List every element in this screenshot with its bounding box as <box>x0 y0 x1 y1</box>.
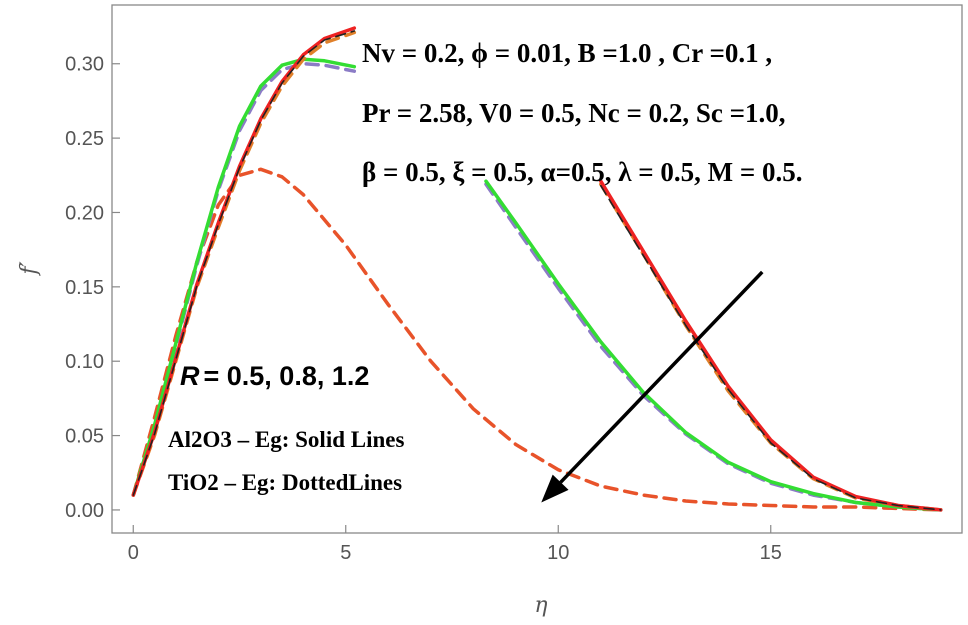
y-axis-label: f′ <box>17 261 42 276</box>
annotation-line-2: Pr = 2.58, V0 = 0.5, Nc = 0.2, Sc =1.0, <box>362 98 786 128</box>
legend-dotted: TiO2 – Eg: DottedLines <box>168 470 402 495</box>
y-tick-label: 0.00 <box>65 500 104 522</box>
y-tick-label: 0.25 <box>65 128 104 150</box>
x-tick-label: 0 <box>128 542 139 564</box>
series-line <box>132 30 942 511</box>
direction-arrow <box>541 270 764 503</box>
x-tick-label: 10 <box>547 542 569 564</box>
r-values: = 0.5, 0.8, 1.2 <box>204 361 370 391</box>
x-tick-label: 15 <box>760 542 782 564</box>
series-line <box>131 167 943 512</box>
x-axis-label: η <box>534 593 547 618</box>
annotation-line-1: Nv = 0.2, ϕ = 0.01, B =1.0 , Cr =0.1 , <box>362 38 772 68</box>
y-tick-label: 0.30 <box>65 54 104 76</box>
arrow-shaft <box>559 270 764 484</box>
legend-solid: Al2O3 – Eg: Solid Lines <box>168 427 404 452</box>
r-symbol: R <box>180 361 200 391</box>
annotation-line-3: β = 0.5, ξ = 0.5, α=0.5, λ = 0.5, M = 0.… <box>362 157 803 187</box>
plot-frame <box>111 4 963 534</box>
series-line <box>131 57 943 512</box>
y-tick-label: 0.10 <box>65 351 104 373</box>
y-tick-label: 0.15 <box>65 277 104 299</box>
series-group <box>131 26 943 512</box>
y-tick-label: 0.05 <box>65 426 104 448</box>
axis-ticks: 0 5 10 15 0.00 0.05 0.10 0.15 0.20 0.25 0.30 <box>65 54 782 564</box>
x-tick-label: 5 <box>340 542 351 564</box>
r-parameter-label: R = 0.5, 0.8, 1.2 <box>180 361 369 391</box>
arrow-head <box>541 474 569 503</box>
y-tick-label: 0.20 <box>65 202 104 224</box>
